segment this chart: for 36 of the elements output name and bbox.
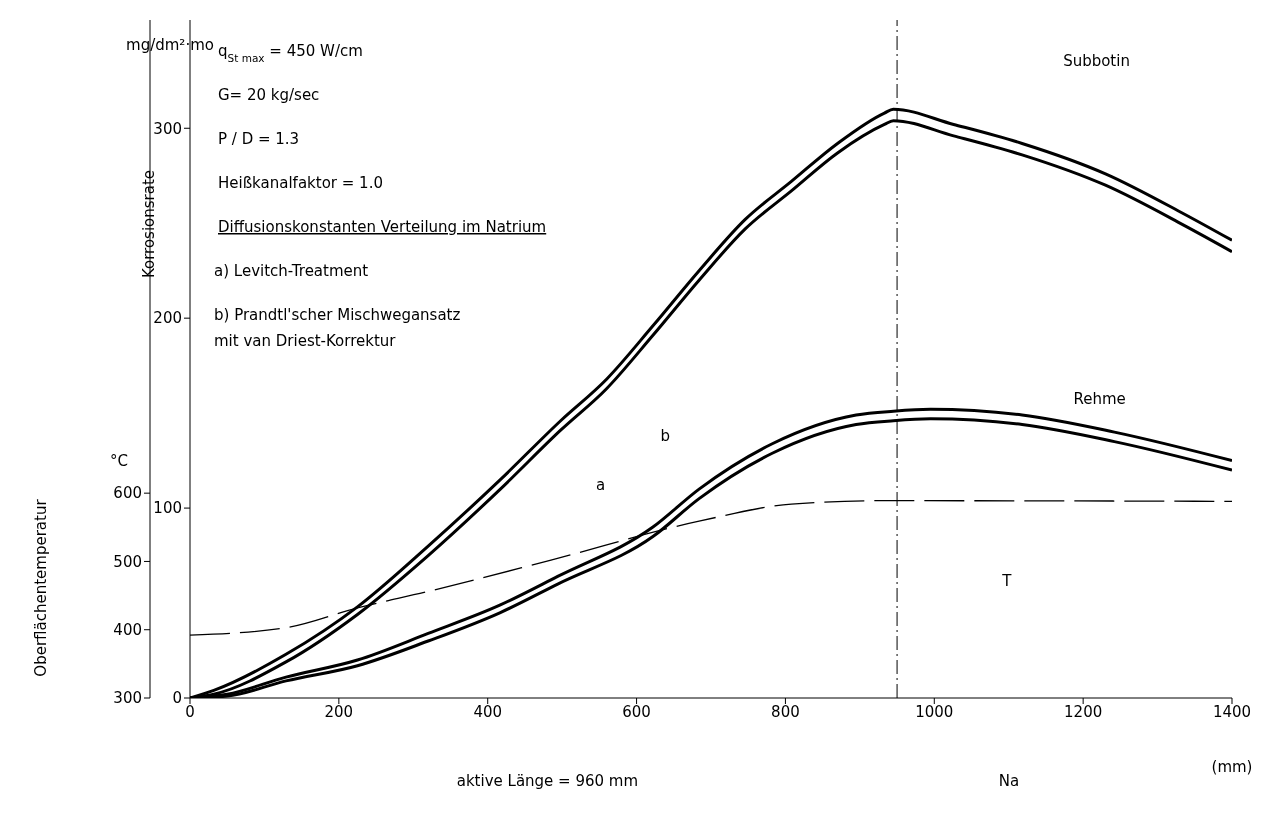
annotation: P / D = 1.3 [218, 130, 300, 148]
y2-tick-label: 500 [113, 552, 142, 571]
y2-tick-label: 600 [113, 484, 142, 503]
annotation: a [595, 476, 606, 495]
text: Na [998, 772, 1020, 790]
y-tick-label: 200 [153, 309, 182, 328]
y-axis-title: Korrosionsrate [140, 169, 158, 279]
y-tick-label: 300 [153, 119, 182, 138]
annotation: a) Levitch-Treatment [214, 262, 369, 280]
annotation: Diffusionskonstanten Verteilung im Natrium [218, 218, 547, 236]
annotation: b [660, 426, 670, 445]
annotation: Subbotin [1063, 52, 1130, 71]
annotation: T [1001, 572, 1013, 591]
text: aktive Länge = 960 mm [456, 772, 639, 790]
y2-tick-label: 400 [113, 621, 142, 640]
text: °C [110, 452, 128, 471]
x-tick-label: 1400 [1212, 702, 1252, 721]
annotation: b) Prandtl'scher Mischwegansatz [214, 306, 461, 324]
annotation: q$_{St max}$= 450 W/cm [218, 42, 363, 64]
y2-tick-label: 300 [113, 689, 142, 708]
y2-axis-title: Oberflächentemperatur [32, 498, 50, 677]
x-tick-label: 1200 [1064, 702, 1103, 721]
annotation: mg/dm²·mo [126, 36, 214, 54]
x-axis-title: (mm) [1211, 758, 1253, 776]
x-tick-label: 400 [473, 702, 503, 721]
x-tick-label: 1000 [915, 702, 954, 721]
y-tick-label: 100 [153, 499, 182, 518]
annotation: mit van Driest-Korrektur [214, 332, 397, 350]
annotation: Heißkanalfaktor = 1.0 [218, 174, 383, 192]
x-tick-label: 0 [185, 702, 195, 721]
x-tick-label: 200 [324, 702, 354, 721]
x-tick-label: 800 [771, 702, 800, 721]
annotation: G= 20 kg/sec [218, 86, 320, 104]
y-tick-label: 0 [172, 689, 182, 708]
x-tick-label: 600 [622, 702, 651, 721]
annotation: Rehme [1073, 390, 1126, 409]
